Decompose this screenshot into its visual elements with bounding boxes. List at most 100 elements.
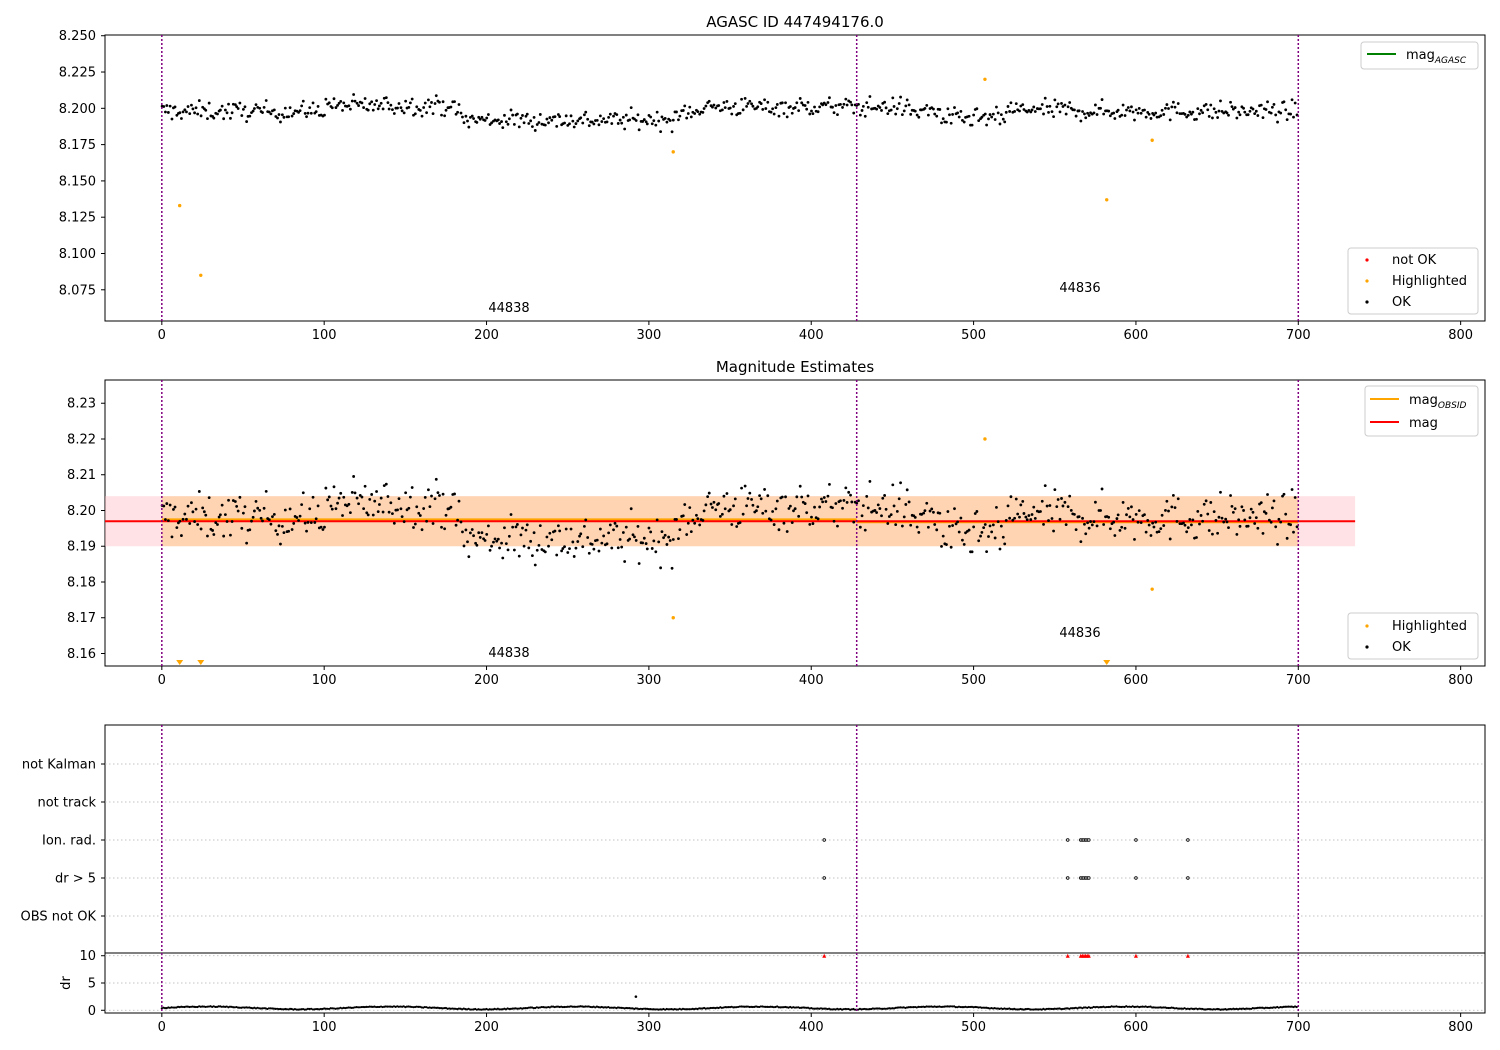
middle-ok-point [695,513,698,517]
dr-point [657,1008,660,1011]
dr-point [220,1005,223,1008]
top-ok-point [777,114,781,118]
dr-point [1112,1005,1115,1008]
middle-ok-point [456,518,460,522]
middle-ok-point [582,524,586,528]
dr-point [1149,1005,1152,1008]
dr-point [766,1005,769,1008]
dr-point [1065,1007,1068,1010]
middle-ok-point [1264,511,1268,515]
top-ok-point [1095,113,1099,116]
dr-point [772,1006,775,1009]
middle-ok-point [820,497,823,501]
top-ok-point [798,97,802,100]
dr-point [918,1005,922,1009]
middle-ok-point [428,505,432,509]
dr-point [805,1006,808,1009]
top-ok-point [1270,105,1274,109]
middle-ok-point [1246,524,1250,528]
top-ok-point [415,105,419,109]
top-ok-point [420,114,424,118]
middle-ok-point [1256,526,1260,530]
top-ok-point [535,123,539,126]
dr-point [284,1007,287,1011]
top-ok-point [350,99,354,103]
top-ok-point [728,106,732,110]
top-ok-point [1276,120,1279,124]
middle-ok-point [347,502,351,506]
middle-ok-point [1014,497,1018,501]
dr-point [478,1008,482,1011]
top-ok-point [628,118,632,122]
top-ok-point [164,110,167,114]
top-ok-point [782,112,786,115]
dr-point [688,1008,691,1011]
middle-ok-point [553,529,557,533]
middle-ok-point [1139,521,1143,525]
top-ok-point [334,106,338,109]
dr-y-tick-label: 5 [88,977,96,992]
flag-category-label: not Kalman [22,758,96,773]
top-ok-point [584,110,588,114]
top-ok-point [1108,114,1112,118]
middle-ok-point [668,539,672,542]
top-ok-point [883,100,887,104]
middle-ok-point [671,538,675,541]
middle-ok-point [1214,518,1218,522]
dr-point [1238,1007,1241,1010]
middle-ok-point [201,506,205,510]
top-ok-point [811,112,815,116]
middle-ok-point [496,537,500,541]
dr-point [866,1008,870,1011]
middle-ok-point [880,514,883,518]
top-ok-point [704,104,708,108]
middle-ok-point [946,510,950,513]
top-ok-point [878,106,882,109]
dr-point [782,1006,785,1009]
dr-point [1162,1006,1165,1009]
top-ok-point [392,112,396,115]
dr-point [1105,1005,1108,1009]
dr-point [1154,1006,1157,1009]
dr-point [547,1005,550,1009]
dr-point [961,1005,964,1009]
dr-point [1094,1006,1097,1009]
dr-point [811,1007,814,1010]
top-ok-point [402,111,406,115]
top-ok-point [305,115,308,119]
top-ok-point [894,112,898,116]
middle-ok-point [254,500,258,503]
top-ok-point [866,105,870,109]
dr-point [1037,1008,1040,1011]
top-ok-point [441,100,445,104]
middle-ok-point [691,518,695,522]
top-x-tick-label: 400 [799,328,824,343]
middle-ok-point [571,540,575,544]
top-ok-point [865,101,869,104]
dr-point [314,1007,318,1011]
top-ok-point [248,114,252,118]
dr-point [1139,1005,1142,1008]
middle-ok-point [839,499,842,503]
middle-ok-point [805,511,809,515]
top-ok-point [668,119,672,122]
dr-point [365,1005,368,1008]
flag-dr5-point [1186,876,1190,880]
dr-point [542,1005,545,1009]
middle-ok-point [218,513,222,517]
middle-ok-point [1018,515,1021,519]
dr-point [480,1008,483,1011]
top-ok-point [895,107,899,111]
middle-ok-point [1074,528,1078,532]
dr-point [564,1005,568,1009]
top-ok-point [1022,108,1026,111]
middle-ok-point [730,523,734,526]
dr-point [1282,1005,1285,1008]
middle-ok-point [788,504,792,508]
top-ok-point [1136,111,1140,115]
top-ok-point [314,110,318,114]
dr-point [399,1005,402,1008]
middle-ok-point [569,527,573,531]
top-ok-point [1102,112,1106,116]
middle-ok-point [1285,536,1289,540]
